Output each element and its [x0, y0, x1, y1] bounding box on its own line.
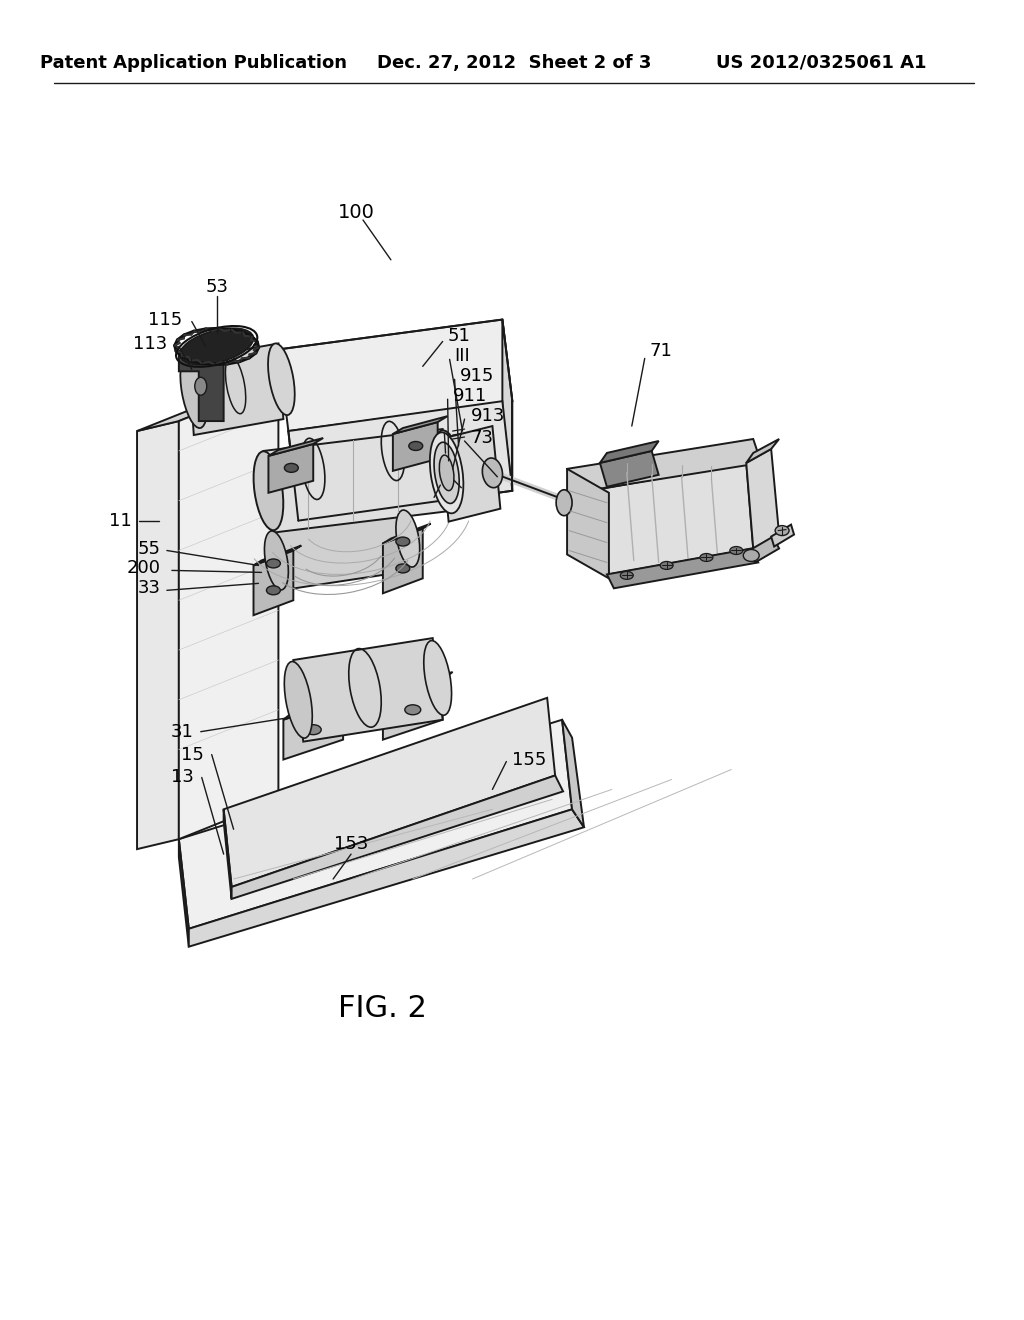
Text: 33: 33	[138, 579, 161, 598]
Text: 100: 100	[338, 202, 375, 222]
Ellipse shape	[621, 572, 633, 579]
Polygon shape	[746, 440, 779, 463]
Polygon shape	[223, 698, 555, 887]
Polygon shape	[268, 438, 324, 455]
Polygon shape	[188, 809, 584, 946]
Polygon shape	[263, 429, 453, 532]
Ellipse shape	[430, 433, 464, 513]
Polygon shape	[254, 545, 301, 565]
Text: Dec. 27, 2012  Sheet 2 of 3: Dec. 27, 2012 Sheet 2 of 3	[377, 54, 651, 71]
Polygon shape	[254, 550, 293, 615]
Ellipse shape	[730, 546, 742, 554]
Ellipse shape	[396, 537, 410, 546]
Text: 913: 913	[470, 407, 505, 425]
Polygon shape	[179, 719, 572, 929]
Text: 115: 115	[147, 310, 182, 329]
Polygon shape	[750, 536, 779, 562]
Text: 915: 915	[460, 367, 494, 385]
Ellipse shape	[660, 561, 673, 569]
Polygon shape	[503, 319, 512, 491]
Ellipse shape	[285, 661, 312, 738]
Polygon shape	[383, 528, 423, 593]
Ellipse shape	[266, 558, 281, 568]
Polygon shape	[746, 449, 779, 549]
Polygon shape	[440, 426, 501, 521]
Ellipse shape	[180, 329, 254, 364]
Polygon shape	[223, 809, 231, 899]
Ellipse shape	[556, 490, 572, 516]
Polygon shape	[567, 469, 609, 578]
Polygon shape	[179, 840, 188, 946]
Ellipse shape	[266, 586, 281, 595]
Text: 11: 11	[110, 512, 132, 529]
Ellipse shape	[434, 442, 459, 503]
Polygon shape	[383, 524, 431, 544]
Polygon shape	[600, 451, 658, 487]
Ellipse shape	[180, 354, 207, 428]
Polygon shape	[284, 692, 353, 719]
Ellipse shape	[396, 564, 410, 573]
Polygon shape	[383, 672, 453, 700]
Text: 51: 51	[447, 327, 470, 346]
Polygon shape	[231, 775, 563, 899]
Polygon shape	[279, 319, 512, 432]
Ellipse shape	[285, 463, 298, 473]
Polygon shape	[179, 334, 233, 351]
Polygon shape	[383, 680, 442, 739]
Polygon shape	[600, 441, 658, 463]
Polygon shape	[562, 719, 584, 828]
Polygon shape	[179, 381, 279, 840]
Text: 911: 911	[453, 387, 486, 405]
Text: 113: 113	[133, 335, 167, 354]
Ellipse shape	[424, 640, 452, 715]
Polygon shape	[289, 401, 512, 520]
Ellipse shape	[409, 441, 423, 450]
Polygon shape	[602, 463, 754, 574]
Ellipse shape	[439, 455, 454, 491]
Polygon shape	[268, 444, 313, 492]
Text: 13: 13	[171, 768, 194, 787]
Ellipse shape	[305, 725, 322, 735]
Polygon shape	[393, 416, 447, 434]
Text: 71: 71	[649, 342, 673, 360]
Polygon shape	[284, 700, 343, 759]
Ellipse shape	[775, 525, 790, 536]
Text: III: III	[455, 347, 470, 366]
Ellipse shape	[195, 378, 207, 395]
Text: Patent Application Publication: Patent Application Publication	[40, 54, 347, 71]
Ellipse shape	[743, 549, 759, 561]
Polygon shape	[179, 342, 223, 421]
Ellipse shape	[700, 553, 713, 561]
Text: 73: 73	[470, 429, 494, 447]
Text: 53: 53	[205, 277, 228, 296]
Polygon shape	[567, 440, 761, 492]
Ellipse shape	[482, 458, 503, 487]
Polygon shape	[607, 549, 758, 589]
Polygon shape	[293, 638, 442, 742]
Polygon shape	[137, 381, 279, 432]
Text: 155: 155	[512, 751, 547, 768]
Ellipse shape	[404, 705, 421, 714]
Ellipse shape	[264, 531, 289, 590]
Polygon shape	[393, 422, 437, 471]
Text: 55: 55	[138, 540, 161, 557]
Text: FIG. 2: FIG. 2	[339, 994, 427, 1023]
Polygon shape	[188, 343, 284, 436]
Ellipse shape	[268, 343, 295, 414]
Polygon shape	[771, 524, 794, 546]
Polygon shape	[271, 511, 413, 590]
Text: 200: 200	[127, 560, 161, 577]
Text: 153: 153	[334, 836, 369, 853]
Text: US 2012/0325061 A1: US 2012/0325061 A1	[716, 54, 926, 71]
Text: 15: 15	[181, 746, 204, 763]
Ellipse shape	[254, 451, 284, 531]
Ellipse shape	[433, 430, 463, 507]
Ellipse shape	[396, 510, 420, 568]
Text: 31: 31	[171, 722, 194, 741]
Polygon shape	[137, 421, 179, 849]
